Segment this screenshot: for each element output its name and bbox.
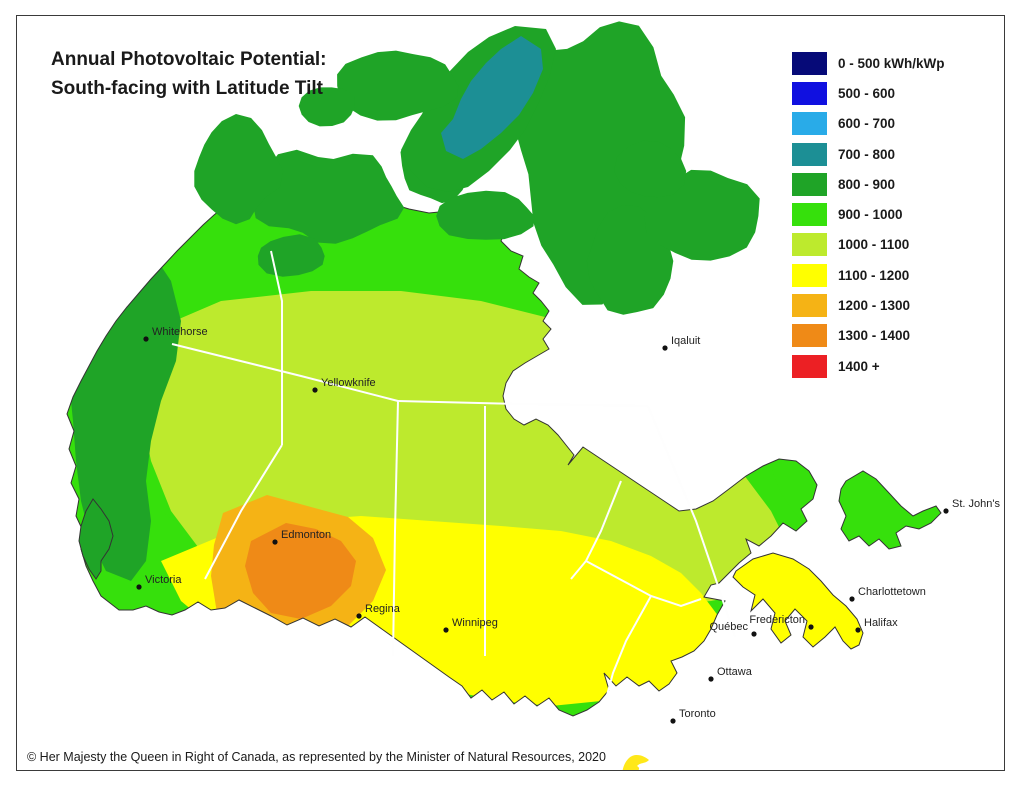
svg-text:Fredericton: Fredericton: [749, 614, 805, 626]
svg-text:Halifax: Halifax: [864, 617, 898, 629]
svg-text:Toronto: Toronto: [679, 708, 716, 720]
svg-text:Winnipeg: Winnipeg: [452, 617, 498, 629]
svg-text:Whitehorse: Whitehorse: [152, 326, 208, 338]
svg-text:Yellowknife: Yellowknife: [321, 377, 376, 389]
svg-text:Québec: Québec: [709, 621, 748, 633]
svg-text:Regina: Regina: [365, 603, 401, 615]
svg-text:Edmonton: Edmonton: [281, 529, 331, 541]
svg-text:Ottawa: Ottawa: [717, 666, 753, 678]
svg-text:St. John's: St. John's: [952, 498, 1000, 510]
svg-text:Charlottetown: Charlottetown: [858, 586, 926, 598]
svg-text:Victoria: Victoria: [145, 574, 182, 586]
svg-text:Iqaluit: Iqaluit: [671, 335, 700, 347]
